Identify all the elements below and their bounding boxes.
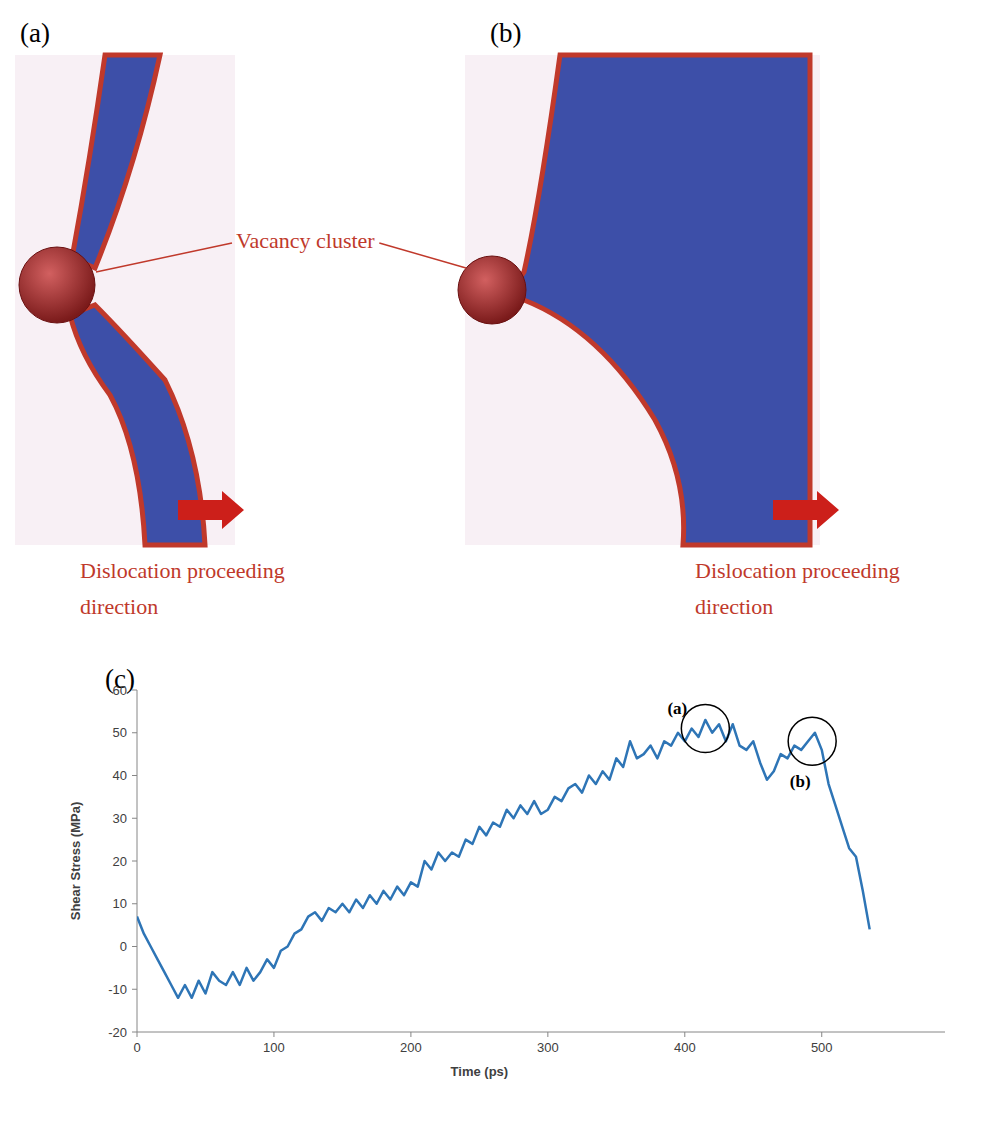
direction-arrow [178,491,244,529]
y-tick [132,861,137,862]
direction-arrow [773,491,839,529]
direction-label: Dislocation proceeding direction [695,558,900,619]
x-tick-label: 400 [674,1040,696,1055]
y-tick-label: 0 [120,939,127,954]
x-tick [273,1032,274,1037]
y-axis-title: Shear Stress (MPa) [68,802,83,921]
y-tick-label: 20 [113,854,127,869]
callout-text: Vacancy cluster [236,228,375,253]
y-tick [132,989,137,990]
vacancy-cluster [458,256,526,324]
direction-label-line: direction [695,594,773,619]
leader-line [96,243,232,272]
direction-label-line: direction [80,594,158,619]
annotation-circle [681,704,729,752]
annotation-label: (a) [667,699,687,718]
leader-line [379,243,466,268]
x-tick [410,1032,411,1037]
annotations: (a) (b) [667,699,836,791]
x-tick [547,1032,548,1037]
dislocation-band [72,55,160,268]
x-tick-label: 100 [263,1040,285,1055]
x-tick [821,1032,822,1037]
y-tick [132,1032,137,1033]
panel-label: (a) [20,18,50,48]
y-tick [132,903,137,904]
y-tick-label: 40 [113,768,127,783]
x-tick-label: 300 [537,1040,559,1055]
y-tick [132,946,137,947]
y-tick-label: -20 [108,1025,127,1040]
dislocation-band [515,55,810,545]
x-axis-title: Time (ps) [451,1064,509,1079]
series-line [137,720,870,998]
y-tick-label: -10 [108,982,127,997]
snapshot-a [15,55,235,545]
x-tick-label: 200 [400,1040,422,1055]
annotation-label: (b) [790,772,811,791]
y-tick-label: 10 [113,896,127,911]
y-tick-label: 60 [113,683,127,698]
panel-label: (b) [490,18,521,48]
y-tick [132,818,137,819]
x-tick [684,1032,685,1037]
y-tick [132,732,137,733]
x-tick-label: 0 [133,1040,140,1055]
snapshot-background [15,55,235,545]
plot-data [137,720,870,998]
figure: (a)(b)(c)Vacancy clusterDislocation proc… [0,0,984,1145]
x-axis-line [137,1032,945,1033]
annotation-circle [788,717,836,765]
y-tick-label: 50 [113,725,127,740]
y-tick [132,690,137,691]
direction-label: Dislocation proceeding direction [80,558,285,619]
vacancy-cluster [19,247,95,323]
y-tick-label: 30 [113,811,127,826]
direction-label-line: Dislocation proceeding [80,558,285,583]
x-tick [137,1032,138,1037]
y-tick [132,775,137,776]
x-tick-label: 500 [811,1040,833,1055]
axes: -20 -10 0 10 20 30 40 50 60 0 100 200 300 400 500 Time … [68,683,945,1080]
direction-label-line: Dislocation proceeding [695,558,900,583]
snapshot-b [458,55,820,545]
